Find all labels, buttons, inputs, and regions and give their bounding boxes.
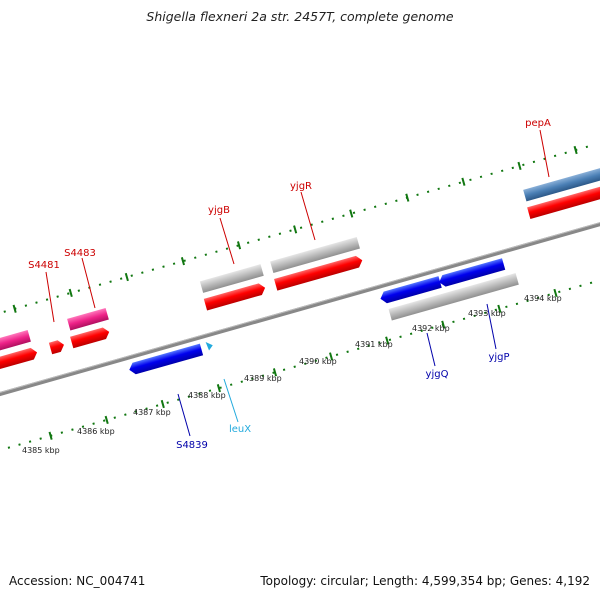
scale-label-4389: 4389 kbp [244,374,282,383]
feature-yjgR[interactable] [270,236,360,273]
forward-major-tick [573,145,578,155]
scale-label-4392: 4392 kbp [412,324,450,333]
forward-major-tick [461,177,466,186]
gene-S4481-fragment[interactable] [48,339,66,355]
feature-S4483[interactable] [67,308,109,331]
trna-leuX[interactable] [205,340,214,351]
scale-label-4390: 4390 kbp [299,357,337,366]
scale-label-4386: 4386 kbp [77,427,115,436]
forward-major-tick [124,272,129,282]
reverse-major-tick [48,431,53,440]
gene-S4839[interactable] [128,343,204,376]
reverse-major-tick [160,399,165,409]
reverse-major-tick [272,368,278,377]
label-yjgR: yjgR [290,181,312,192]
genome-title: Shigella flexneri 2a str. 2457T, complet… [146,9,454,24]
feature-pepA-steel[interactable] [523,164,600,202]
label-leaders [45,129,550,437]
reverse-major-tick [441,320,446,329]
gene-pepA[interactable] [527,181,600,219]
scale-label-4391: 4391 kbp [355,340,393,349]
forward-strand-ruler [0,143,595,331]
reverse-major-tick [385,336,390,345]
gene-yjgQ[interactable] [379,276,442,304]
forward-major-tick [405,193,410,202]
forward-major-tick [236,241,242,250]
label-yjgP: yjgP [488,352,509,363]
forward-major-tick [68,288,73,298]
reverse-major-tick [497,304,502,313]
reverse-major-tick [216,384,221,393]
gene-S4481[interactable] [0,347,39,371]
scale-label-4393: 4393 kbp [468,309,506,318]
accession-number: Accession: NC_004741 [9,574,146,588]
feature-yjgB[interactable] [199,264,264,293]
reverse-major-tick [104,415,109,425]
genome-band [0,143,600,458]
label-leuX: leuX [229,424,251,435]
scale-label-4394: 4394 kbp [524,294,562,303]
forward-major-tick [293,225,298,234]
label-S4483: S4483 [64,248,96,259]
label-yjgB: yjgB [208,205,230,216]
feature-S4481[interactable] [0,330,31,354]
forward-major-tick [517,161,522,171]
reverse-major-tick [553,288,558,298]
gene-yjgP[interactable] [438,258,506,288]
label-yjgQ: yjgQ [426,369,449,380]
label-S4481: S4481 [28,260,60,271]
label-S4839: S4839 [176,440,208,451]
forward-major-tick [349,209,354,218]
genome-backbone [0,217,600,407]
scale-label-4387: 4387 kbp [133,408,171,417]
forward-major-tick [12,304,17,313]
scale-label-4385: 4385 kbp [22,446,60,455]
reverse-major-tick [329,352,334,361]
gene-S4483[interactable] [70,326,111,349]
genome-summary: Topology: circular; Length: 4,599,354 bp… [260,574,590,588]
label-pepA: pepA [525,118,551,129]
gene-yjgB[interactable] [203,282,267,311]
forward-major-tick [180,257,185,266]
feature-yjgQ-yjgP[interactable] [388,273,519,321]
scale-label-4388: 4388 kbp [188,391,226,400]
gene-yjgR[interactable] [274,255,364,291]
